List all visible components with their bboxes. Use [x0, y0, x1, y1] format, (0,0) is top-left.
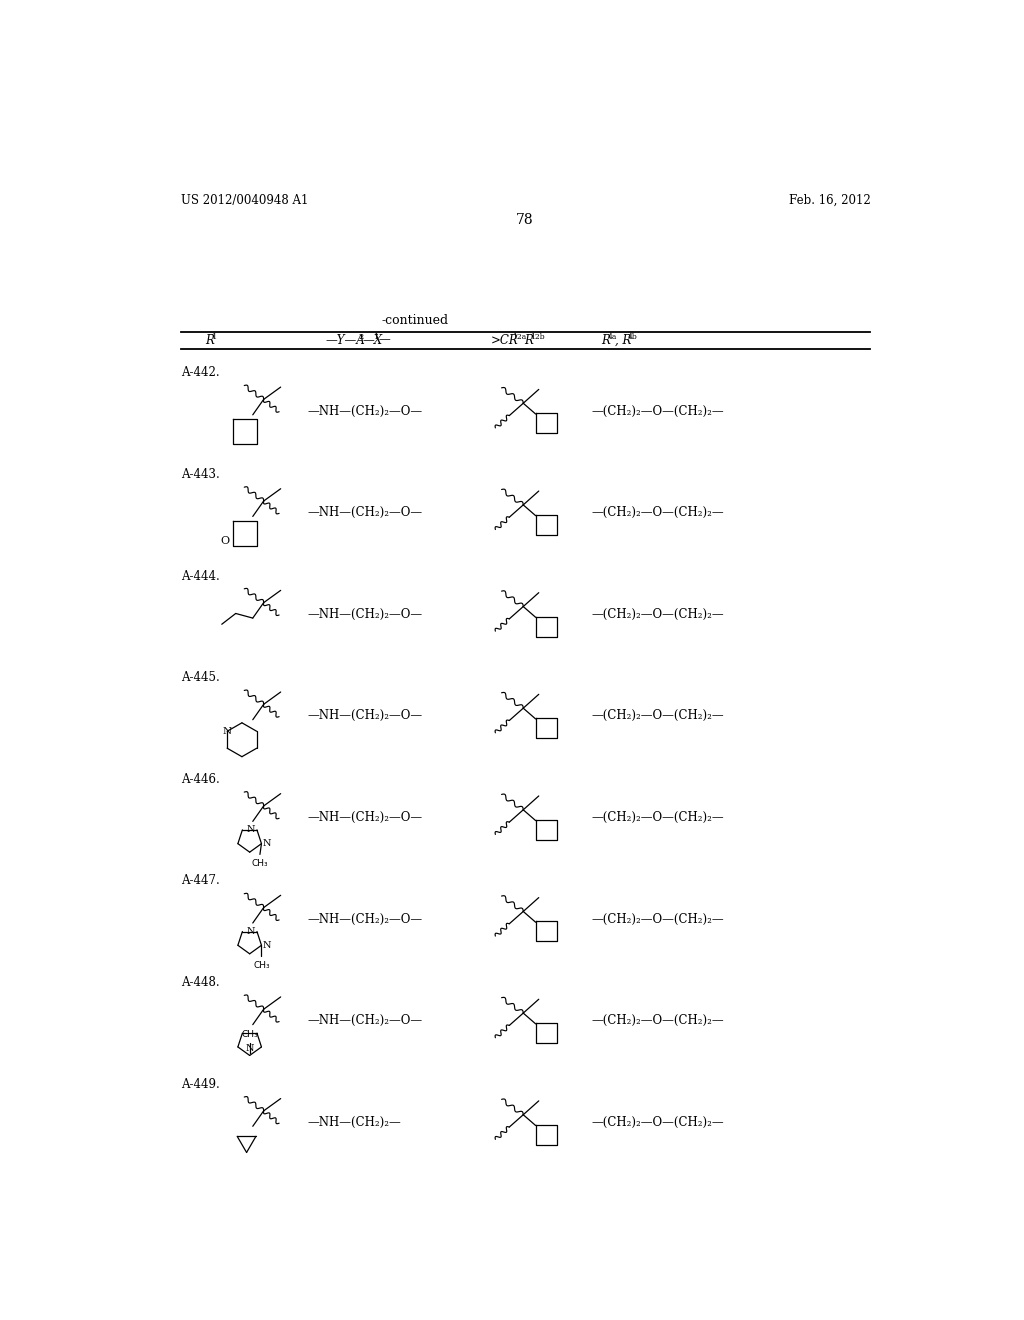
- Text: —(CH₂)₂—O—(CH₂)₂—: —(CH₂)₂—O—(CH₂)₂—: [592, 404, 724, 417]
- Text: —NH—(CH₂)₂—O—: —NH—(CH₂)₂—O—: [308, 709, 423, 722]
- Text: A-442.: A-442.: [180, 367, 219, 379]
- Text: —(CH₂)₂—O—(CH₂)₂—: —(CH₂)₂—O—(CH₂)₂—: [592, 1014, 724, 1027]
- Text: —NH—(CH₂)₂—O—: —NH—(CH₂)₂—O—: [308, 1014, 423, 1027]
- Text: US 2012/0040948 A1: US 2012/0040948 A1: [180, 194, 308, 207]
- Text: A-448.: A-448.: [180, 977, 219, 989]
- Text: N: N: [246, 825, 255, 834]
- Text: 1: 1: [374, 333, 379, 341]
- Text: -continued: -continued: [381, 314, 449, 326]
- Text: —NH—(CH₂)₂—O—: —NH—(CH₂)₂—O—: [308, 912, 423, 925]
- Text: A-449.: A-449.: [180, 1077, 219, 1090]
- Text: —X: —X: [362, 334, 383, 347]
- Text: R: R: [206, 334, 214, 347]
- Text: 4b: 4b: [628, 333, 638, 341]
- Text: 4a: 4a: [607, 333, 617, 341]
- Text: —NH—(CH₂)₂—O—: —NH—(CH₂)₂—O—: [308, 404, 423, 417]
- Text: CH₃: CH₃: [253, 961, 269, 970]
- Text: Feb. 16, 2012: Feb. 16, 2012: [788, 194, 870, 207]
- Text: CH₃: CH₃: [252, 859, 268, 869]
- Text: , R: , R: [615, 334, 632, 347]
- Text: N: N: [263, 941, 271, 950]
- Text: 78: 78: [516, 213, 534, 227]
- Text: —Y—A: —Y—A: [326, 334, 366, 347]
- Text: —NH—(CH₂)₂—O—: —NH—(CH₂)₂—O—: [308, 506, 423, 519]
- Text: —: —: [378, 334, 390, 347]
- Text: CH₃: CH₃: [242, 1030, 258, 1039]
- Text: R: R: [524, 334, 532, 347]
- Text: N: N: [247, 927, 255, 936]
- Text: 12b: 12b: [530, 333, 545, 341]
- Text: —(CH₂)₂—O—(CH₂)₂—: —(CH₂)₂—O—(CH₂)₂—: [592, 607, 724, 620]
- Text: A-444.: A-444.: [180, 570, 219, 582]
- Text: —NH—(CH₂)₂—O—: —NH—(CH₂)₂—O—: [308, 810, 423, 824]
- Text: R: R: [601, 334, 609, 347]
- Text: O: O: [220, 536, 229, 546]
- Text: N: N: [263, 840, 271, 849]
- Text: >CR: >CR: [490, 334, 518, 347]
- Text: —(CH₂)₂—O—(CH₂)₂—: —(CH₂)₂—O—(CH₂)₂—: [592, 810, 724, 824]
- Text: —NH—(CH₂)₂—O—: —NH—(CH₂)₂—O—: [308, 607, 423, 620]
- Text: 12a: 12a: [512, 333, 526, 341]
- Text: —(CH₂)₂—O—(CH₂)₂—: —(CH₂)₂—O—(CH₂)₂—: [592, 912, 724, 925]
- Text: 1: 1: [212, 333, 218, 341]
- Text: —NH—(CH₂)₂—: —NH—(CH₂)₂—: [308, 1115, 401, 1129]
- Text: A-447.: A-447.: [180, 874, 219, 887]
- Text: —(CH₂)₂—O—(CH₂)₂—: —(CH₂)₂—O—(CH₂)₂—: [592, 1115, 724, 1129]
- Text: N: N: [222, 727, 231, 735]
- Text: —(CH₂)₂—O—(CH₂)₂—: —(CH₂)₂—O—(CH₂)₂—: [592, 709, 724, 722]
- Text: A-446.: A-446.: [180, 774, 219, 785]
- Text: N: N: [246, 1044, 254, 1053]
- Text: 2: 2: [358, 333, 364, 341]
- Text: A-445.: A-445.: [180, 671, 219, 684]
- Text: —(CH₂)₂—O—(CH₂)₂—: —(CH₂)₂—O—(CH₂)₂—: [592, 506, 724, 519]
- Text: A-443.: A-443.: [180, 469, 219, 480]
